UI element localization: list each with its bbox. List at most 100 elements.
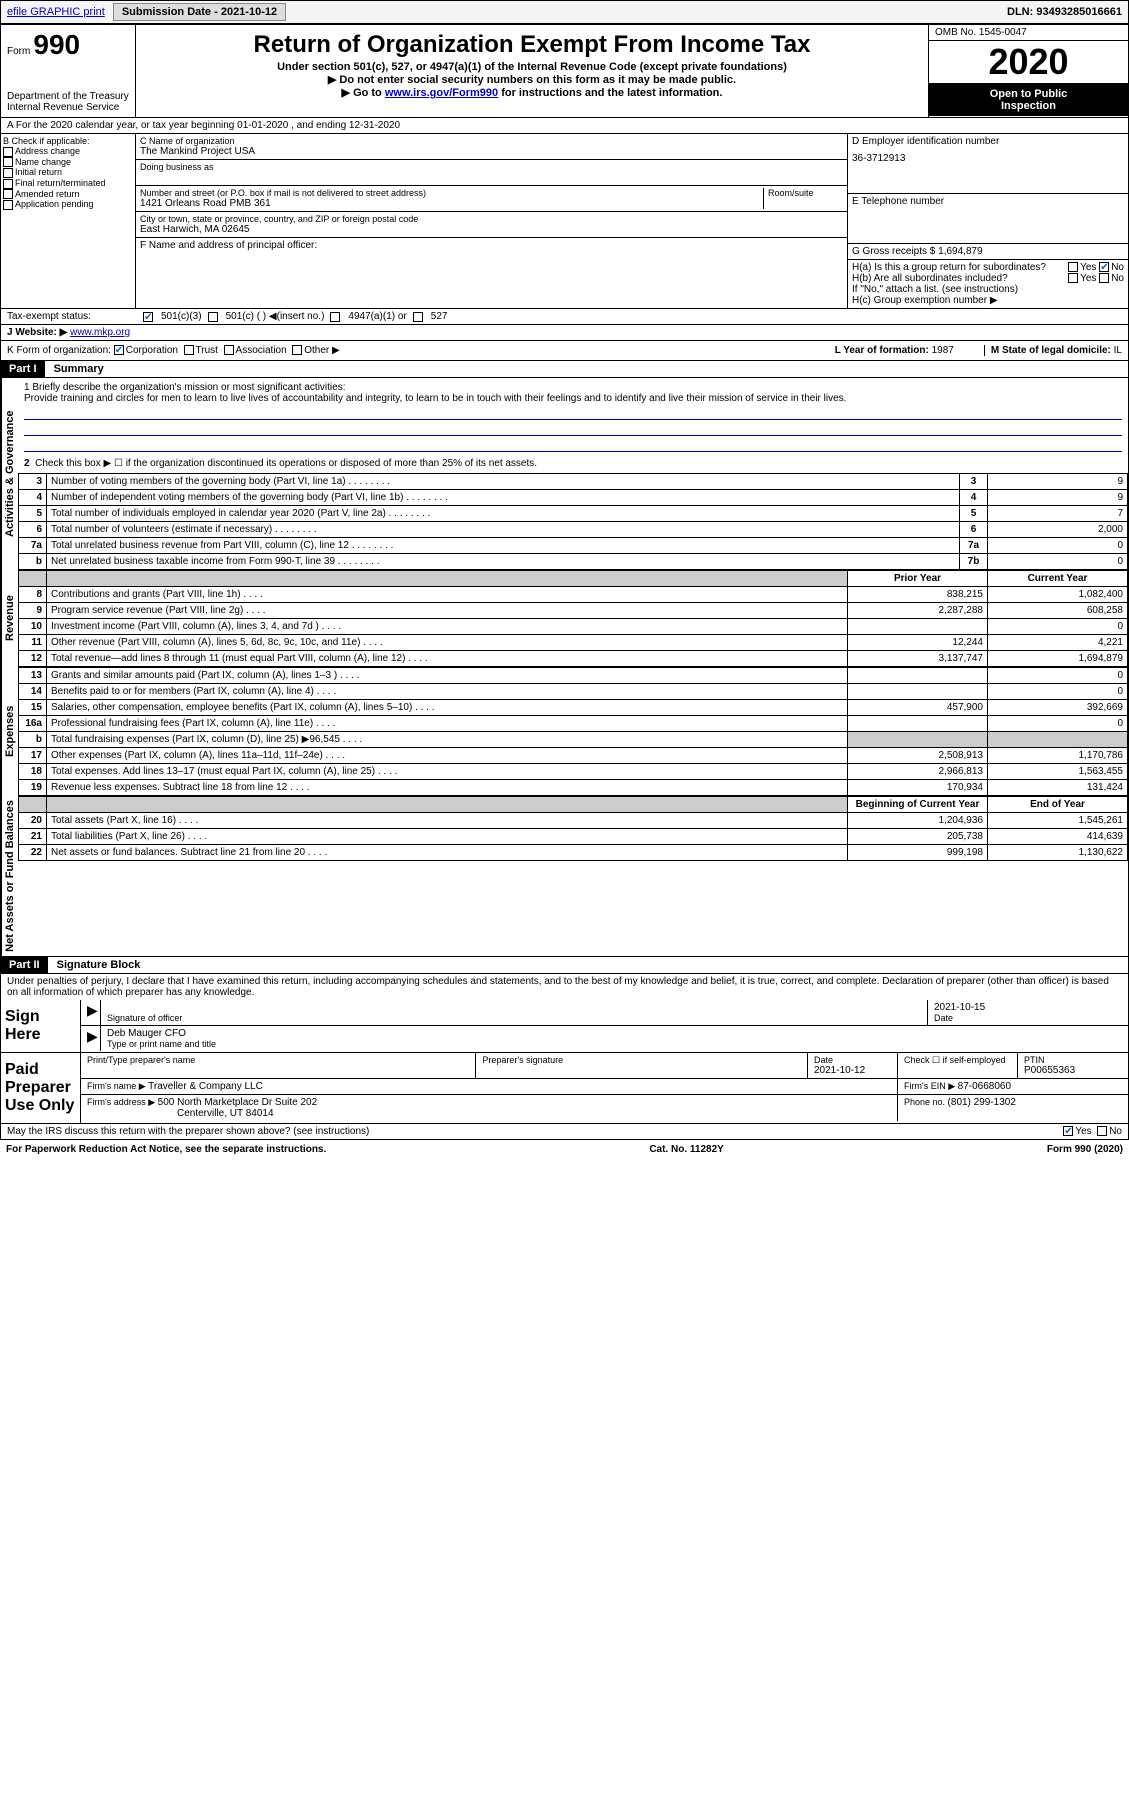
form-title: Return of Organization Exempt From Incom… <box>140 31 924 59</box>
ptin-label: PTIN <box>1024 1055 1122 1065</box>
other-checkbox[interactable] <box>292 345 302 355</box>
firm-name-label: Firm's name ▶ <box>87 1081 148 1091</box>
yes-label: Yes <box>1080 262 1096 273</box>
checkbox[interactable] <box>3 168 13 178</box>
checkbox[interactable] <box>3 147 13 157</box>
527-label: 527 <box>431 311 448 322</box>
bcd-row: B Check if applicable: Address changeNam… <box>0 134 1129 309</box>
sub3-post: for instructions and the latest informat… <box>498 87 722 99</box>
dba-label: Doing business as <box>140 162 843 172</box>
paid-preparer-block: Paid Preparer Use Only Print/Type prepar… <box>0 1053 1129 1124</box>
form-number-block: Form 990 Department of the Treasury Inte… <box>1 25 136 117</box>
corp-checkbox[interactable] <box>114 345 124 355</box>
submission-button[interactable]: Submission Date - 2021-10-12 <box>113 3 286 21</box>
footer: For Paperwork Reduction Act Notice, see … <box>0 1140 1129 1159</box>
hb-yes-checkbox[interactable] <box>1068 273 1078 283</box>
block-b-title: B Check if applicable: <box>3 136 133 146</box>
discuss-label: May the IRS discuss this return with the… <box>7 1126 369 1137</box>
ptin-val: P00655363 <box>1024 1065 1122 1076</box>
part1-header: Part I <box>1 361 45 377</box>
net-table: Beginning of Current YearEnd of Year20To… <box>18 796 1128 861</box>
net-label: Net Assets or Fund Balances <box>1 796 18 956</box>
topbar: efile GRAPHIC print Submission Date - 20… <box>0 0 1129 24</box>
4947-checkbox[interactable] <box>330 312 340 322</box>
m-val: IL <box>1114 345 1122 356</box>
501c3-label: 501(c)(3) <box>161 311 202 322</box>
checkbox[interactable] <box>3 157 13 167</box>
527-checkbox[interactable] <box>413 312 423 322</box>
part2-header: Part II <box>1 957 48 973</box>
checkbox[interactable] <box>3 189 13 199</box>
m-label: M State of legal domicile: <box>991 345 1114 356</box>
footer-left: For Paperwork Reduction Act Notice, see … <box>6 1144 326 1155</box>
form990-link[interactable]: www.irs.gov/Form990 <box>385 87 498 99</box>
assoc-checkbox[interactable] <box>224 345 234 355</box>
rev-table: Prior YearCurrent Year8Contributions and… <box>18 570 1128 667</box>
sub3-pre: ▶ Go to <box>342 87 385 99</box>
penalty-text: Under penalties of perjury, I declare th… <box>0 974 1129 1000</box>
addr-cell: Number and street (or P.O. box if mail i… <box>136 186 847 212</box>
501c-checkbox[interactable] <box>208 312 218 322</box>
ein-value: 36-3712913 <box>852 147 1124 164</box>
footer-mid: Cat. No. 11282Y <box>649 1144 723 1155</box>
arrow-icon: ▶ <box>87 1002 98 1018</box>
firm-ein: 87-0668060 <box>958 1081 1011 1092</box>
discuss-yes-checkbox[interactable] <box>1063 1126 1073 1136</box>
prep-name-label: Print/Type preparer's name <box>87 1055 469 1065</box>
sig-officer-label: Signature of officer <box>107 1013 921 1023</box>
tax-exempt-row: Tax-exempt status: 501(c)(3) 501(c) ( ) … <box>0 309 1129 325</box>
501c3-checkbox[interactable] <box>143 312 153 322</box>
city-label: City or town, state or province, country… <box>140 214 843 224</box>
room-label: Room/suite <box>768 188 843 198</box>
ha-yes-checkbox[interactable] <box>1068 262 1078 272</box>
section-a: A For the 2020 calendar year, or tax yea… <box>0 118 1129 134</box>
officer-label: F Name and address of principal officer: <box>140 240 843 251</box>
arrow-icon-2: ▶ <box>87 1028 98 1044</box>
ha-no-checkbox[interactable] <box>1099 262 1109 272</box>
checkbox[interactable] <box>3 179 13 189</box>
tax-label: Tax-exempt status: <box>7 311 137 322</box>
prep-sig-label: Preparer's signature <box>482 1055 801 1065</box>
firm-phone: (801) 299-1302 <box>948 1097 1016 1108</box>
org-name: The Mankind Project USA <box>140 146 843 157</box>
part1-title: Summary <box>48 361 110 377</box>
ag-table: 3Number of voting members of the governi… <box>18 473 1128 570</box>
dba-cell: Doing business as <box>136 160 847 186</box>
corp-label: Corporation <box>126 345 178 356</box>
gross-value: 1,694,879 <box>938 246 983 257</box>
prep-date-val: 2021-10-12 <box>814 1065 891 1076</box>
org-name-cell: C Name of organization The Mankind Proje… <box>136 134 847 160</box>
discuss-no-checkbox[interactable] <box>1097 1126 1107 1136</box>
501c-label: 501(c) ( ) ◀(insert no.) <box>226 311 325 322</box>
mission-text: Provide training and circles for men to … <box>24 393 1122 404</box>
4947-label: 4947(a)(1) or <box>348 311 406 322</box>
h-c: H(c) Group exemption number ▶ <box>852 295 1124 306</box>
org-city: East Harwich, MA 02645 <box>140 224 843 235</box>
trust-checkbox[interactable] <box>184 345 194 355</box>
ein-label: D Employer identification number <box>852 136 1124 147</box>
prep-date-label: Date <box>814 1055 891 1065</box>
website-link[interactable]: www.mkp.org <box>70 327 130 338</box>
ag-section: Activities & Governance 1 Briefly descri… <box>0 378 1129 570</box>
sig-date-val: 2021-10-15 <box>934 1002 1122 1013</box>
part1-bar: Part I Summary <box>0 361 1129 378</box>
omb-label: OMB No. 1545-0047 <box>929 25 1128 41</box>
firm-ein-label: Firm's EIN ▶ <box>904 1081 958 1091</box>
hb-no-checkbox[interactable] <box>1099 273 1109 283</box>
firm-addr2: Centerville, UT 84014 <box>87 1108 891 1119</box>
addr-label: Number and street (or P.O. box if mail i… <box>140 188 763 198</box>
yes-label-2: Yes <box>1080 273 1096 284</box>
sub2: ▶ Do not enter social security numbers o… <box>140 73 924 86</box>
h-b-note: If "No," attach a list. (see instruction… <box>852 284 1124 295</box>
form-header: Form 990 Department of the Treasury Inte… <box>0 24 1129 118</box>
check-self: Check ☐ if self-employed <box>904 1055 1011 1066</box>
checkbox[interactable] <box>3 200 13 210</box>
website-row: J Website: ▶ www.mkp.org <box>0 325 1129 341</box>
form-990: 990 <box>33 29 80 60</box>
open-public: Open to Public Inspection <box>929 84 1128 116</box>
phone-label: E Telephone number <box>852 196 1124 207</box>
discuss-row: May the IRS discuss this return with the… <box>0 1124 1129 1140</box>
sig-date-label: Date <box>934 1013 1122 1023</box>
block-d: D Employer identification number 36-3712… <box>848 134 1128 308</box>
efile-link[interactable]: efile GRAPHIC print <box>1 3 111 21</box>
